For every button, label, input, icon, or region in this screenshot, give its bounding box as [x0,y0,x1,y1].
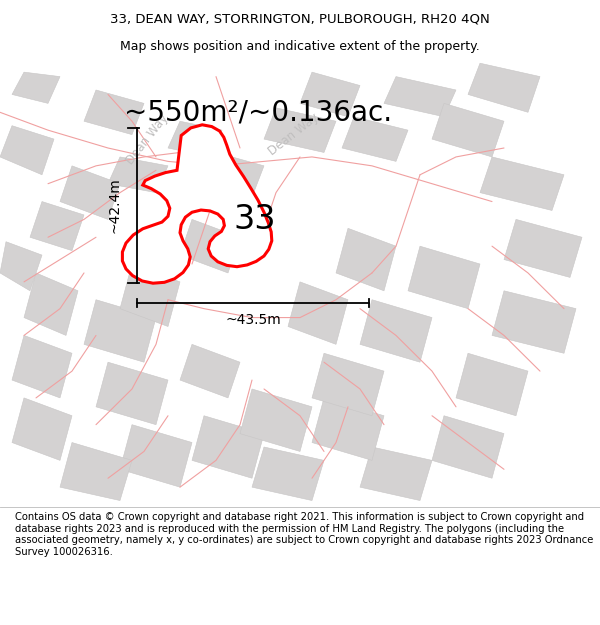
Polygon shape [264,108,336,152]
Polygon shape [84,300,156,362]
Polygon shape [108,157,168,192]
Polygon shape [504,219,582,278]
Polygon shape [342,117,408,161]
Polygon shape [0,126,54,175]
Polygon shape [204,152,264,197]
Polygon shape [456,353,528,416]
Polygon shape [30,201,84,251]
Text: Dean Way: Dean Way [124,111,170,167]
Text: ~550m²/~0.136ac.: ~550m²/~0.136ac. [124,98,392,126]
Polygon shape [180,219,240,273]
Polygon shape [12,336,72,398]
Polygon shape [480,157,564,211]
Text: Contains OS data © Crown copyright and database right 2021. This information is : Contains OS data © Crown copyright and d… [15,512,593,557]
Polygon shape [360,447,432,501]
Polygon shape [120,264,180,326]
Polygon shape [168,121,222,157]
Polygon shape [288,282,348,344]
Text: Map shows position and indicative extent of the property.: Map shows position and indicative extent… [120,40,480,53]
Polygon shape [492,291,576,353]
Polygon shape [468,63,540,112]
Polygon shape [96,362,168,424]
Polygon shape [312,353,384,416]
Polygon shape [24,273,78,336]
Polygon shape [432,103,504,157]
Polygon shape [180,344,240,398]
Polygon shape [240,389,312,451]
Polygon shape [60,166,120,219]
Polygon shape [408,246,480,309]
Polygon shape [192,416,264,478]
Polygon shape [360,300,432,362]
Polygon shape [312,398,384,461]
Polygon shape [336,228,396,291]
Polygon shape [84,90,144,134]
Polygon shape [12,398,72,461]
Text: Dean Way: Dean Way [266,111,322,158]
Polygon shape [300,72,360,117]
Polygon shape [12,72,60,103]
Polygon shape [0,242,42,291]
Polygon shape [432,416,504,478]
Polygon shape [252,447,324,501]
Text: 33: 33 [234,203,276,236]
Text: 33, DEAN WAY, STORRINGTON, PULBOROUGH, RH20 4QN: 33, DEAN WAY, STORRINGTON, PULBOROUGH, R… [110,13,490,26]
Polygon shape [384,77,456,117]
Polygon shape [60,442,132,501]
Polygon shape [120,424,192,487]
Polygon shape [122,125,272,283]
Text: ~43.5m: ~43.5m [225,313,281,328]
Text: ~42.4m: ~42.4m [107,177,121,234]
